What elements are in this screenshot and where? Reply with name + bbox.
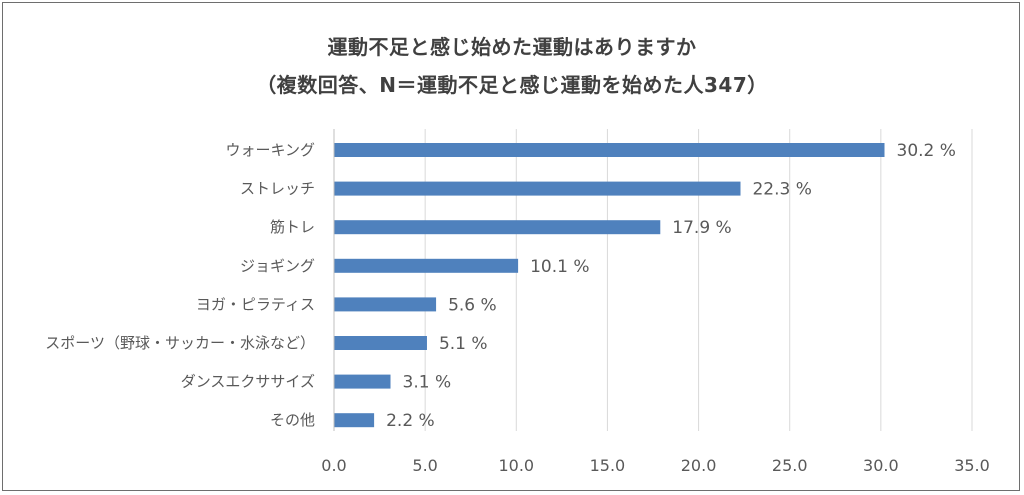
bar: [334, 297, 437, 312]
data-label: 22.3 %: [752, 180, 811, 200]
x-tick-label: 35.0: [954, 456, 990, 475]
bar: [334, 413, 375, 428]
category-label: ウォーキング: [225, 141, 315, 159]
category-label: その他: [270, 411, 315, 429]
bar: [334, 258, 519, 273]
data-label: 2.2 %: [386, 411, 435, 431]
x-tick-label: 0.0: [321, 456, 346, 475]
bar: [334, 374, 391, 389]
category-label: ダンスエクササイズ: [181, 373, 315, 391]
data-label: 17.9 %: [672, 218, 731, 238]
data-label: 5.6 %: [448, 295, 497, 315]
x-tick-label: 30.0: [863, 456, 899, 475]
data-label: 10.1 %: [530, 257, 589, 277]
bar: [334, 336, 427, 350]
x-tick-label: 15.0: [590, 456, 626, 475]
bar-chart: 0.0 5.0 10.0 15.0 20.0 25.0 30.0 35.0 ウォーキング 30.2…: [45, 129, 990, 475]
x-tick-label: 20.0: [681, 456, 717, 475]
x-tick-label: 25.0: [772, 456, 808, 475]
chart-title: 運動不足と感じ始めた運動はありますか: [327, 35, 697, 59]
data-label: 30.2 %: [897, 141, 956, 161]
category-label: ストレッチ: [240, 180, 315, 198]
x-tick-label: 10.0: [498, 456, 534, 475]
chart-subtitle: （複数回答、N＝運動不足と感じ運動を始めた人347）: [256, 73, 768, 97]
category-label: ジョギング: [240, 257, 315, 275]
data-label: 5.1 %: [439, 334, 488, 354]
x-tick-label: 5.0: [412, 456, 437, 475]
category-label: 筋トレ: [270, 218, 315, 236]
bar: [334, 220, 661, 235]
category-label: ヨガ・ピラティス: [196, 295, 315, 313]
bar: [334, 143, 885, 157]
category-label: スポーツ（野球・サッカー・水泳など）: [45, 334, 315, 352]
bar: [334, 181, 741, 196]
data-label: 3.1 %: [403, 373, 452, 393]
